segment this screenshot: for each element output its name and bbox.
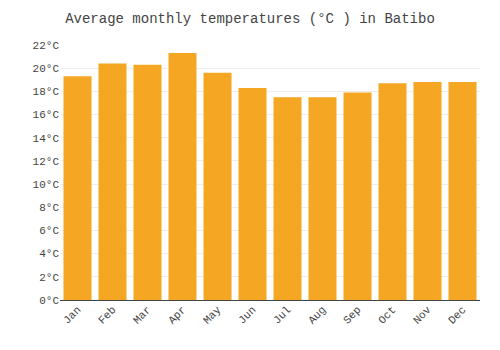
svg-text:Mar: Mar: [131, 304, 153, 326]
svg-text:Dec: Dec: [446, 304, 468, 326]
svg-text:10°C: 10°C: [33, 179, 60, 191]
svg-text:22°C: 22°C: [33, 40, 60, 52]
svg-text:May: May: [201, 304, 224, 327]
svg-text:Sep: Sep: [341, 304, 363, 326]
svg-text:12°C: 12°C: [33, 156, 60, 168]
svg-text:20°C: 20°C: [33, 63, 60, 75]
svg-text:16°C: 16°C: [33, 109, 60, 121]
svg-text:Jun: Jun: [236, 304, 258, 326]
svg-text:Feb: Feb: [96, 304, 118, 326]
svg-text:Apr: Apr: [166, 304, 188, 326]
svg-text:Nov: Nov: [411, 304, 434, 327]
svg-text:Jul: Jul: [271, 304, 293, 326]
svg-text:2°C: 2°C: [39, 272, 59, 284]
svg-text:18°C: 18°C: [33, 86, 60, 98]
svg-text:Oct: Oct: [376, 304, 398, 326]
svg-text:8°C: 8°C: [39, 202, 59, 214]
svg-text:Average monthly temperatures (: Average monthly temperatures (°C ) in Ba…: [65, 11, 435, 27]
svg-text:Aug: Aug: [306, 304, 328, 326]
svg-text:Jan: Jan: [61, 304, 83, 326]
svg-text:4°C: 4°C: [39, 248, 59, 260]
svg-text:0°C: 0°C: [39, 295, 59, 307]
svg-text:6°C: 6°C: [39, 225, 59, 237]
svg-text:14°C: 14°C: [33, 133, 60, 145]
